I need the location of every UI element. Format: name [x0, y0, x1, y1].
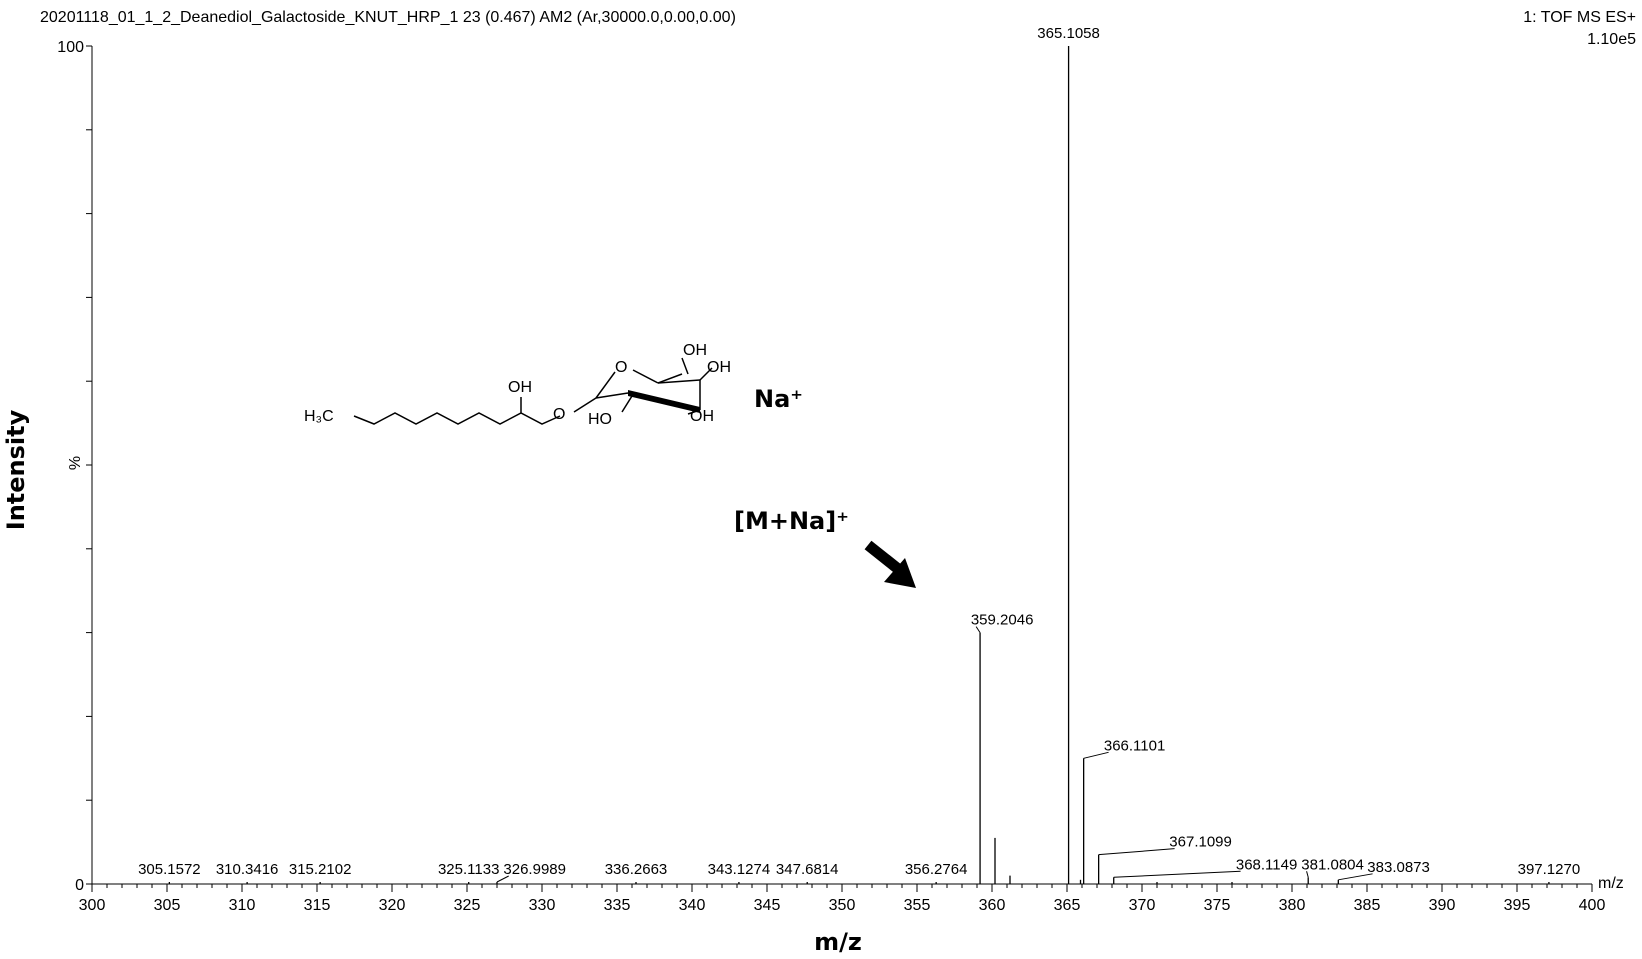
galactoside-structure — [353, 357, 713, 425]
x-tick-label: 305 — [154, 897, 181, 914]
y-tick-label: 100 — [57, 39, 84, 56]
x-tick-label: 325 — [454, 897, 481, 914]
x-tick-label: 365 — [1054, 897, 1081, 914]
x-tick-label: 310 — [229, 897, 256, 914]
c4-hydroxyl-label: OH — [707, 359, 731, 376]
sodium-ion-label: Na⁺ — [754, 385, 803, 413]
ring-substituent-bond — [621, 395, 633, 413]
x-tick-label: 320 — [379, 897, 406, 914]
ring-link-bond — [573, 397, 597, 413]
peak-label: 305.1572 — [138, 861, 201, 878]
arrow-icon — [864, 540, 916, 588]
x-tick-label: 375 — [1204, 897, 1231, 914]
peak-label: 368.1149 — [1236, 856, 1297, 873]
acquisition-mode: 1: TOF MS ES+ — [1523, 9, 1636, 26]
peak-label: 315.2102 — [289, 861, 352, 878]
x-tick-label: 335 — [604, 897, 631, 914]
peak-label-leader — [1338, 873, 1373, 881]
peak-label-leader — [496, 875, 509, 883]
peak-label: 347.6814 — [776, 861, 839, 878]
ring-substituent-bond — [687, 409, 701, 415]
peak-label: 336.2663 — [605, 861, 668, 878]
peak-label-leader — [1098, 848, 1175, 856]
ring-bond — [627, 392, 633, 397]
c3-hydroxyl-label: OH — [690, 408, 714, 425]
x-tick-label: 385 — [1354, 897, 1381, 914]
spectrum-peaks — [168, 46, 1550, 884]
y-axis-unit: % — [67, 456, 84, 470]
ring-bond — [632, 369, 659, 384]
ring-substituent-bond — [699, 367, 713, 381]
peak-label: 381.0804 — [1301, 856, 1364, 873]
y-tick-label: 0 — [75, 877, 84, 894]
peak-label: 343.1274 — [708, 861, 771, 878]
peak-label: 326.9989 — [503, 861, 566, 878]
peak-label: 310.3416 — [216, 861, 279, 878]
x-tick-label: 315 — [304, 897, 331, 914]
ring-bond — [595, 392, 629, 399]
x-tick-label: 360 — [979, 897, 1006, 914]
alkyl-chain-bond — [353, 412, 561, 425]
peak-label-leader — [1113, 870, 1241, 878]
x-tick-label: 380 — [1279, 897, 1306, 914]
ring-wedge-bond — [628, 390, 700, 413]
peak-labels: 305.1572 310.3416 315.2102 325.1133 326.9989… — [138, 25, 1581, 883]
adduct-annotation: [M+Na]⁺ — [734, 507, 849, 535]
peak-label: 383.0873 — [1367, 859, 1430, 876]
x-tick-label: 330 — [529, 897, 556, 914]
x-tick-label: 300 — [79, 897, 106, 914]
sample-title: 20201118_01_1_2_Deanediol_Galactoside_KN… — [40, 9, 736, 26]
ring-oxygen-label: O — [615, 359, 627, 376]
x-tick-label: 340 — [679, 897, 706, 914]
x-axis-unit: m/z — [1598, 875, 1624, 892]
y-axis-title: Intensity — [2, 409, 30, 530]
x-tick-label: 395 — [1504, 897, 1531, 914]
x-axis-title: m/z — [814, 928, 862, 956]
peak-label-leader — [1083, 751, 1109, 759]
peak-label-leader — [1306, 871, 1309, 878]
x-tick-label: 350 — [829, 897, 856, 914]
structure-labels: H₃C OH O O OH OH HO OH Na⁺ — [304, 342, 803, 428]
peak-label: 365.1058 — [1037, 25, 1100, 42]
c2-hydroxyl-label: HO — [588, 411, 612, 428]
ring-substituent-bond — [657, 373, 683, 384]
peak-label: 367.1099 — [1169, 834, 1232, 851]
methyl-label: H₃C — [304, 408, 334, 425]
x-tick-label: 345 — [754, 897, 781, 914]
y-axis-ticks: 0 100 — [57, 39, 92, 894]
x-tick-label: 355 — [904, 897, 931, 914]
x-tick-label: 400 — [1579, 897, 1606, 914]
ring-bond — [595, 371, 616, 399]
peak-label-leader — [975, 626, 981, 633]
max-intensity-value: 1.10e5 — [1587, 31, 1636, 48]
peak-label: 356.2764 — [905, 861, 968, 878]
peak-label: 366.1101 — [1104, 737, 1165, 754]
x-tick-label: 390 — [1429, 897, 1456, 914]
hydroxymethyl-label: OH — [683, 342, 707, 359]
ring-bond — [657, 379, 701, 384]
x-tick-label: 370 — [1129, 897, 1156, 914]
peak-label: 397.1270 — [1518, 861, 1581, 878]
peak-label: 359.2046 — [971, 612, 1034, 629]
chain-hydroxyl-label: OH — [508, 379, 532, 396]
peak-label: 325.1133 — [438, 861, 499, 878]
ring-substituent-bond — [681, 357, 689, 375]
glycosidic-oxygen-label: O — [553, 406, 565, 423]
x-axis-ticks: 300 305 310 315 320 325 330 335 340 345 350 355 360 3… — [79, 884, 1606, 914]
